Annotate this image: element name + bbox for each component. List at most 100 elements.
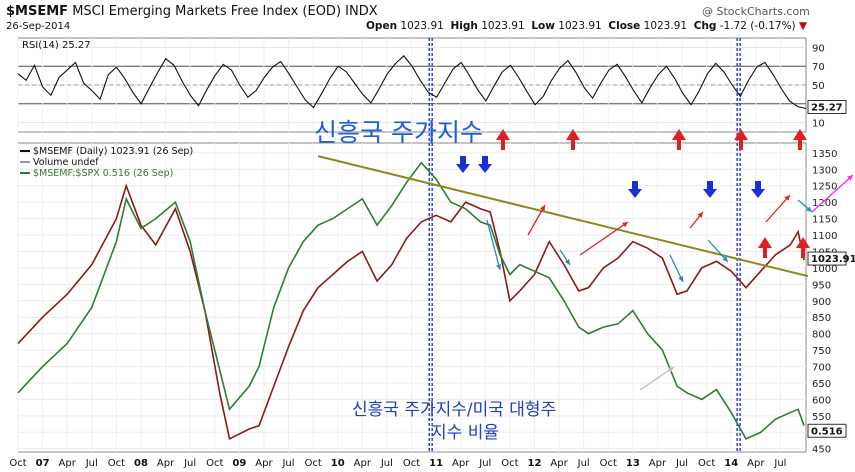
x-tick-label: Apr bbox=[59, 458, 77, 469]
ratio-pointer-arrow-head bbox=[668, 367, 674, 373]
x-tick-label: 10 bbox=[331, 458, 345, 469]
rise-arrow bbox=[765, 194, 791, 223]
rsi-legend: RSI(14) 25.27 bbox=[22, 40, 91, 51]
rsi-up-arrow-shaft bbox=[739, 140, 743, 150]
price-last-value-box bbox=[807, 251, 847, 266]
x-tick-label: 08 bbox=[134, 458, 148, 469]
rise-arrow bbox=[527, 204, 546, 236]
x-tick-label: Jul bbox=[577, 458, 590, 469]
price-up-arrow-shaft bbox=[801, 248, 805, 258]
decline-arrow-head bbox=[722, 256, 728, 262]
rise-arrow bbox=[579, 221, 629, 256]
ratio-last-value-box bbox=[807, 423, 847, 438]
price-legend-entry: $MSEMF (Daily) 1023.91 (26 Sep) bbox=[33, 146, 193, 157]
decline-arrow-head bbox=[564, 259, 570, 265]
x-tick-label: Jul bbox=[675, 458, 688, 469]
rsi-up-arrow bbox=[496, 129, 510, 140]
x-tick-label: 12 bbox=[528, 458, 542, 469]
price-down-arrow bbox=[456, 164, 470, 173]
price-tick-label: 1250 bbox=[812, 182, 837, 193]
annotation-emerging-index: 신흥국 주가지수 bbox=[314, 118, 483, 147]
price-tick-label: 1300 bbox=[812, 165, 837, 176]
price-line bbox=[17, 183, 805, 441]
low-label: Low bbox=[531, 20, 555, 32]
price-tick-label: 950 bbox=[812, 280, 831, 291]
x-tick-label: Apr bbox=[157, 458, 175, 469]
x-tick-label: 13 bbox=[626, 458, 640, 469]
x-tick-label: 07 bbox=[36, 458, 50, 469]
x-tick-label: Oct bbox=[206, 458, 223, 469]
price-down-arrow bbox=[703, 189, 717, 198]
price-up-arrow-shaft bbox=[763, 248, 767, 258]
price-tick-label: 1350 bbox=[812, 149, 837, 160]
rsi-tick-label: 50 bbox=[812, 81, 825, 92]
low-value: 1023.91 bbox=[558, 20, 602, 32]
price-tick-label: 1100 bbox=[812, 231, 837, 242]
x-tick-label: Apr bbox=[747, 458, 765, 469]
x-tick-label: Apr bbox=[550, 458, 568, 469]
price-tick-label: 600 bbox=[812, 395, 831, 406]
open-label: Open bbox=[366, 20, 398, 32]
decline-arrow-head bbox=[678, 276, 684, 282]
projection-arrow-head bbox=[847, 175, 853, 181]
price-down-arrow-shaft bbox=[707, 181, 713, 189]
price-tick-label: 550 bbox=[812, 412, 831, 423]
rsi-up-arrow bbox=[793, 129, 807, 140]
rise-arrow-head bbox=[784, 195, 790, 201]
rsi-up-arrow bbox=[672, 129, 686, 140]
chg-value: -1.72 (-0.17%) bbox=[719, 20, 796, 32]
close-label: Close bbox=[608, 20, 641, 32]
price-tick-label: 650 bbox=[812, 379, 831, 390]
ohlc-readout: Open 1023.91 High 1023.91 Low 1023.91 Cl… bbox=[366, 20, 807, 32]
x-tick-label: 11 bbox=[429, 458, 443, 469]
price-down-arrow-shaft bbox=[460, 156, 466, 164]
price-down-arrow-shaft bbox=[755, 181, 761, 189]
trend-line bbox=[317, 155, 809, 278]
rsi-up-arrow-shaft bbox=[798, 140, 802, 150]
chg-down-icon: ▼ bbox=[798, 20, 808, 32]
x-tick-label: Oct bbox=[108, 458, 125, 469]
x-tick-label: Apr bbox=[354, 458, 372, 469]
decline-arrow bbox=[486, 219, 501, 271]
high-value: 1023.91 bbox=[481, 20, 525, 32]
rise-arrow-head bbox=[622, 222, 628, 228]
ratio-last-value: 0.516 bbox=[811, 426, 843, 437]
annotation-ratio-line2: 지수 비율 bbox=[431, 423, 499, 443]
price-tick-label: 750 bbox=[812, 346, 831, 357]
decline-arrow-head bbox=[496, 264, 502, 270]
x-tick-label: Jul bbox=[85, 458, 98, 469]
price-up-arrow bbox=[758, 237, 772, 248]
chg-label: Chg bbox=[693, 20, 717, 32]
x-tick-label: Apr bbox=[649, 458, 667, 469]
price-tick-label: 1000 bbox=[812, 264, 837, 275]
x-tick-label: Oct bbox=[403, 458, 420, 469]
x-tick-label: Apr bbox=[255, 458, 273, 469]
price-tick-label: 1150 bbox=[812, 215, 837, 226]
price-up-arrow bbox=[796, 237, 810, 248]
price-tick-label: 450 bbox=[812, 445, 831, 456]
x-tick-label: Oct bbox=[9, 458, 26, 469]
price-legend-entry: $MSEMF:$SPX 0.516 (26 Sep) bbox=[33, 168, 173, 179]
stockcharts-watermark: @ StockCharts.com bbox=[702, 5, 810, 18]
ratio-pointer-arrow bbox=[639, 366, 675, 391]
price-tick-label: 700 bbox=[812, 363, 831, 374]
price-last-value: 1023.91 bbox=[811, 254, 855, 265]
x-tick-label: Apr bbox=[452, 458, 470, 469]
price-tick-label: 900 bbox=[812, 297, 831, 308]
rise-arrow-head bbox=[697, 212, 703, 218]
annotation-ratio-line1: 신흥국 주가지수/미국 대형주 bbox=[352, 400, 556, 420]
rsi-line bbox=[17, 55, 807, 110]
rsi-tick-label: 90 bbox=[812, 43, 825, 54]
rsi-up-arrow-shaft bbox=[677, 140, 681, 150]
high-label: High bbox=[450, 20, 478, 32]
price-tick-label: 1200 bbox=[812, 198, 837, 209]
open-value: 1023.91 bbox=[400, 20, 444, 32]
price-down-arrow bbox=[478, 164, 492, 173]
x-tick-label: Oct bbox=[304, 458, 321, 469]
ratio-line bbox=[17, 161, 805, 440]
price-down-arrow-shaft bbox=[632, 181, 638, 189]
rise-arrow-head bbox=[540, 205, 545, 211]
x-tick-label: 09 bbox=[232, 458, 246, 469]
chart-description: MSCI Emerging Markets Free Index (EOD) bbox=[72, 4, 342, 19]
